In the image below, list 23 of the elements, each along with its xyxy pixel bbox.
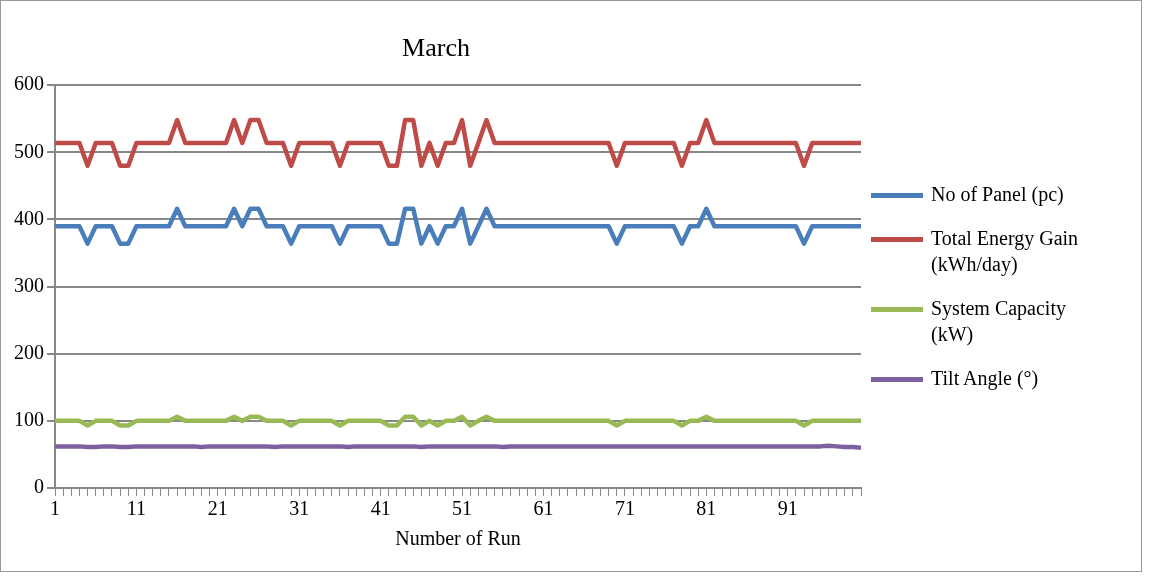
y-tick-label: 0 bbox=[34, 475, 44, 498]
chart-title: March bbox=[402, 33, 470, 63]
x-axis-title: Number of Run bbox=[395, 527, 521, 550]
y-tick-label: 400 bbox=[14, 206, 44, 229]
x-tick-label: 51 bbox=[452, 497, 473, 520]
x-tick-label: 71 bbox=[614, 497, 635, 520]
y-tick-label: 600 bbox=[14, 72, 44, 95]
x-tick-label: 1 bbox=[50, 497, 60, 520]
y-tick-label: 100 bbox=[14, 408, 44, 431]
x-tick-label: 61 bbox=[533, 497, 554, 520]
legend-label: Tilt Angle (°) bbox=[931, 366, 1040, 391]
legend-label: No of Panel (pc) bbox=[931, 182, 1065, 207]
x-tick-label: 81 bbox=[696, 497, 717, 520]
y-tick-label: 500 bbox=[14, 139, 44, 162]
y-tick-label: 200 bbox=[14, 340, 44, 363]
x-tick-label: 31 bbox=[289, 497, 310, 520]
x-tick-label: 11 bbox=[126, 497, 147, 520]
x-tick-label: 91 bbox=[777, 497, 798, 520]
x-tick-label: 21 bbox=[207, 497, 228, 520]
x-tick-label: 41 bbox=[370, 497, 391, 520]
y-tick-label: 300 bbox=[14, 273, 44, 296]
legend-label: System Capacity (kW) bbox=[931, 296, 1067, 347]
legend-label: Total Energy Gain (kWh/day) bbox=[931, 226, 1080, 277]
